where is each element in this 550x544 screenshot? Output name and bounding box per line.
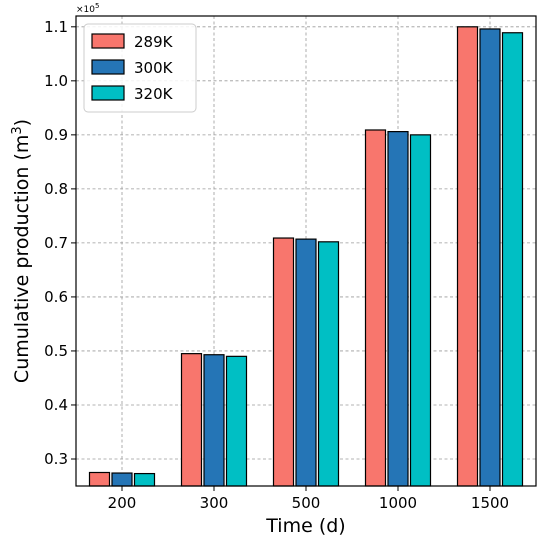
bar-289K-1000 — [364, 129, 387, 487]
legend-label-300K: 300K — [134, 59, 174, 77]
y-scale-label: ×105 — [76, 2, 99, 15]
y-tick-label: 0.3 — [44, 450, 68, 468]
y-tick-label: 0.5 — [44, 342, 68, 360]
y-tick-label: 0.8 — [44, 180, 68, 198]
bar-320K-1000 — [409, 134, 432, 487]
bar-289K-500 — [272, 237, 295, 487]
y-tick-label: 1.1 — [44, 18, 68, 36]
x-tick-label: 300 — [200, 494, 229, 512]
legend: 289K 300K 320K — [83, 23, 197, 113]
bar-320K-200 — [133, 472, 156, 487]
y-tick-label: 0.9 — [44, 126, 68, 144]
x-tick-label: 500 — [292, 494, 321, 512]
y-tick-label: 0.6 — [44, 288, 68, 306]
y-axis: 0.3 0.4 0.5 0.6 0.7 0.8 0.9 1.0 1.1 — [44, 18, 76, 468]
bar-300K-300 — [203, 354, 225, 487]
y-tick-label: 0.4 — [44, 396, 68, 414]
bar-320K-1500 — [501, 32, 524, 487]
bar-320K-500 — [317, 241, 340, 487]
y-tick-label: 1.0 — [44, 72, 68, 90]
x-tick-label: 200 — [108, 494, 137, 512]
x-axis: 200 300 500 1000 1500 — [108, 486, 509, 512]
bar-320K-300 — [225, 355, 248, 487]
bar-289K-300 — [180, 353, 203, 487]
bar-300K-1000 — [387, 131, 409, 487]
y-axis-label: Cumulative production (m3) — [10, 119, 33, 383]
y-tick-label: 0.7 — [44, 234, 68, 252]
bar-289K-200 — [88, 471, 111, 487]
bar-300K-1500 — [479, 28, 501, 487]
legend-label-320K: 320K — [134, 85, 174, 103]
x-axis-label: Time (d) — [265, 515, 345, 537]
bars — [88, 26, 524, 487]
bar-300K-200 — [111, 472, 133, 487]
legend-swatch-300K — [91, 59, 125, 75]
bar-300K-500 — [295, 238, 317, 487]
x-tick-label: 1000 — [379, 494, 417, 512]
legend-swatch-289K — [91, 33, 125, 49]
x-tick-label: 1500 — [471, 494, 509, 512]
bar-289K-1500 — [456, 26, 479, 487]
legend-label-289K: 289K — [134, 33, 174, 51]
legend-swatch-320K — [91, 85, 125, 101]
